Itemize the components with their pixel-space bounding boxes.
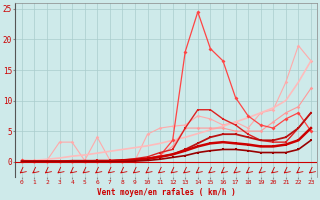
X-axis label: Vent moyen/en rafales ( km/h ): Vent moyen/en rafales ( km/h ) bbox=[97, 188, 236, 197]
